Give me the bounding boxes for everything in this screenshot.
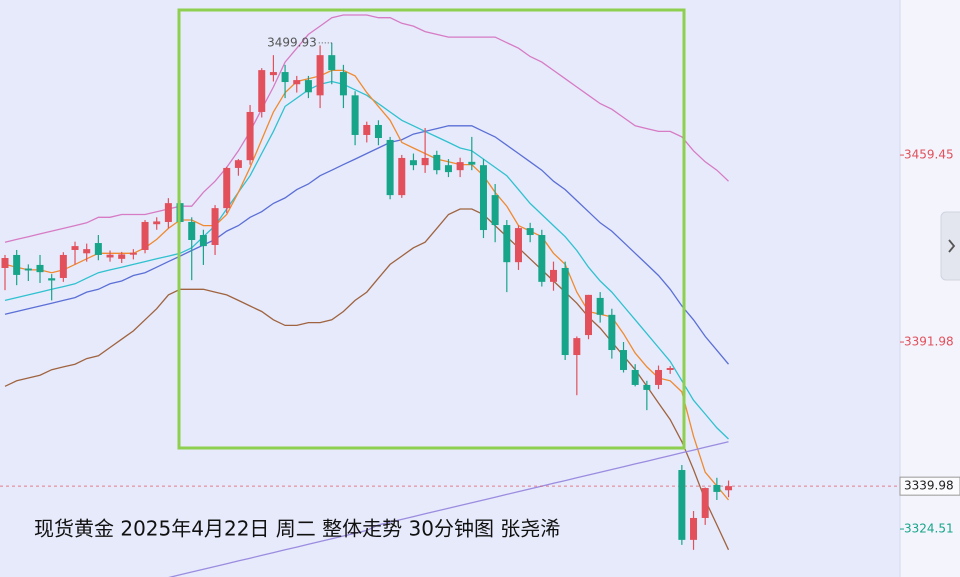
candle-body — [433, 154, 441, 171]
candle-body — [164, 203, 172, 222]
candle-body — [281, 72, 289, 83]
expand-button[interactable] — [940, 211, 960, 281]
candle-body — [211, 208, 219, 245]
candle-body — [468, 161, 476, 165]
plot-area — [0, 14, 900, 577]
candle-body — [444, 165, 452, 173]
low-price-label: 3324.51 — [904, 522, 954, 536]
candle-body — [666, 368, 674, 370]
candle-body — [479, 165, 487, 231]
candle-body — [421, 157, 429, 166]
candle-body — [129, 252, 137, 255]
indicator-line — [4, 14, 729, 243]
candle-body — [526, 228, 534, 236]
chevron-icon[interactable] — [948, 239, 956, 253]
candle-body — [36, 264, 44, 273]
candle-body — [631, 369, 639, 385]
candle-body — [246, 111, 254, 161]
indicator-line — [4, 125, 729, 365]
candle-body — [585, 294, 592, 336]
candle-body — [573, 338, 581, 356]
candle-body — [398, 157, 406, 196]
candle-body — [456, 162, 464, 171]
expand-tab[interactable] — [940, 211, 960, 281]
candle-body — [118, 254, 126, 259]
candle-body — [386, 139, 394, 196]
indicator-line — [168, 441, 729, 577]
candle-body — [713, 484, 721, 492]
candle-body — [608, 314, 616, 351]
candle-body — [188, 221, 196, 241]
candle-body — [351, 95, 359, 135]
high-label: 3499.93 — [267, 35, 317, 49]
candle-body — [538, 235, 546, 282]
candle-body — [701, 488, 709, 518]
candle-body — [13, 254, 21, 275]
candle-body — [328, 55, 336, 71]
candle-body — [596, 297, 604, 315]
candle-body — [725, 486, 733, 491]
last-price-label: 3339.98 — [904, 479, 954, 493]
candle-body — [83, 249, 91, 254]
candle-body — [514, 228, 522, 263]
candle-body — [503, 225, 511, 263]
highlight-box — [177, 8, 686, 450]
candle-body — [24, 268, 32, 271]
candle-body — [59, 254, 67, 278]
caption: 现货黄金 2025年4月22日 周二 整体走势 30分钟图 张尧浠 — [34, 517, 560, 541]
indicator-line — [4, 80, 729, 440]
candle-body — [561, 267, 569, 356]
candle-body — [339, 72, 347, 96]
candle-body — [106, 254, 114, 258]
candle-body — [258, 70, 266, 112]
indicator-line — [4, 69, 729, 501]
candle-body — [678, 470, 686, 540]
candle-body — [549, 269, 557, 282]
candle-body — [1, 258, 9, 268]
candle-body — [48, 278, 56, 281]
candle-body — [363, 124, 371, 135]
candle-body — [620, 350, 628, 370]
plot-background — [0, 0, 900, 577]
candle-body — [223, 167, 231, 209]
candle-body — [269, 72, 277, 76]
candle-body — [409, 160, 417, 166]
candle-body — [199, 235, 207, 247]
y-tick-label: 3459.45 — [904, 148, 954, 162]
candle-body — [293, 80, 301, 85]
candle-body — [655, 369, 663, 385]
candle-body — [141, 221, 149, 250]
candle-body — [304, 80, 312, 93]
candle-body — [491, 195, 499, 226]
candle-body — [374, 124, 382, 139]
last-price-box — [899, 476, 960, 496]
y-tick-label: 3391.98 — [904, 335, 954, 349]
candle-body — [153, 221, 161, 225]
candle-body — [690, 517, 698, 540]
candle-body — [234, 160, 242, 168]
candle-body — [94, 243, 102, 255]
candle-body — [71, 246, 79, 250]
indicator-line — [4, 208, 730, 551]
candle-body — [316, 55, 324, 96]
candle-body — [643, 384, 651, 390]
